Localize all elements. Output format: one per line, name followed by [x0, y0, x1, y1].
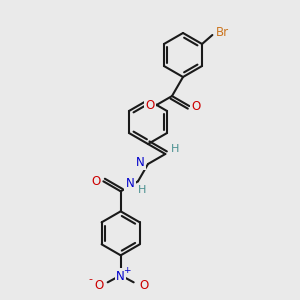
Text: O: O: [192, 100, 201, 112]
Text: O: O: [94, 279, 103, 292]
Text: O: O: [145, 99, 154, 112]
Text: N: N: [126, 177, 134, 190]
Text: O: O: [92, 175, 101, 188]
Text: Br: Br: [216, 26, 229, 40]
Text: H: H: [171, 144, 179, 154]
Text: H: H: [138, 185, 146, 195]
Text: N: N: [116, 270, 125, 283]
Text: +: +: [123, 266, 130, 275]
Text: N: N: [136, 155, 144, 169]
Text: -: -: [89, 274, 93, 284]
Text: O: O: [139, 279, 148, 292]
